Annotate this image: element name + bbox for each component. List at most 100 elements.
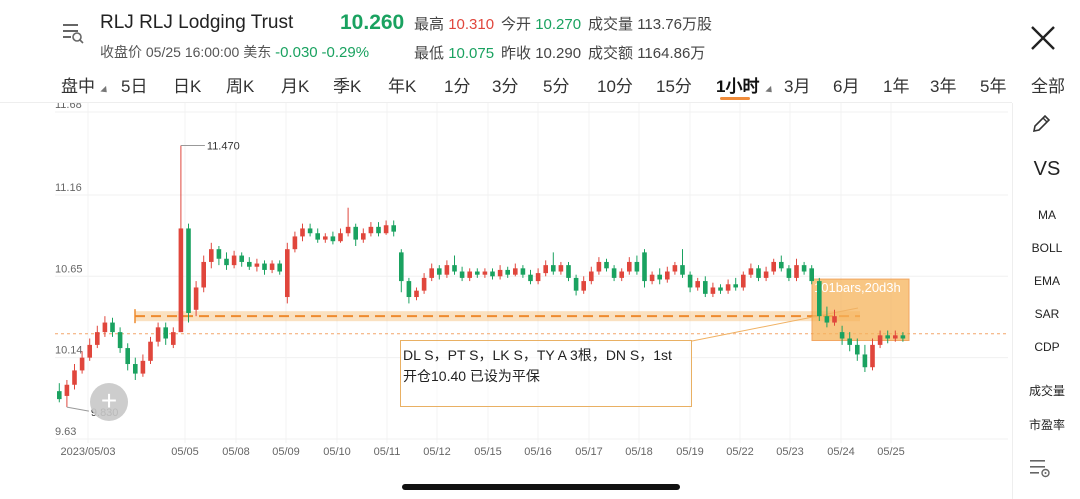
- tab-16[interactable]: 3年: [930, 77, 957, 96]
- symbol-name: RLJ RLJ Lodging Trust: [100, 12, 294, 33]
- candle-body-27: [262, 263, 267, 270]
- candle-body-76: [634, 261, 640, 272]
- tab-6[interactable]: 年K: [388, 77, 417, 96]
- candle-body-87: [718, 287, 723, 291]
- x-tick-label-11: 05/19: [676, 446, 704, 458]
- indicator-ema[interactable]: EMA: [1033, 274, 1060, 288]
- stock-list-icon[interactable]: [62, 22, 84, 44]
- candle-body-68: [573, 277, 579, 291]
- candle-body-86: [710, 287, 716, 294]
- tab-18[interactable]: 全部: [1031, 77, 1065, 96]
- candle-body-35: [323, 236, 328, 240]
- compare-vs-button[interactable]: VS: [1033, 158, 1061, 180]
- candle-body-92: [756, 268, 761, 278]
- tab-7[interactable]: 1分: [444, 77, 471, 96]
- candle-body-0: [57, 391, 62, 400]
- volume-indicator[interactable]: 成交量: [1028, 384, 1065, 398]
- list-settings-icon[interactable]: [1029, 458, 1051, 478]
- candle-body-98: [801, 265, 807, 272]
- add-drawing-button[interactable]: +: [90, 383, 128, 421]
- x-tick-label-2: 05/08: [222, 446, 250, 458]
- indicator-sar[interactable]: SAR: [1034, 307, 1060, 321]
- candle-body-104: [847, 338, 852, 345]
- candle-body-55: [475, 271, 480, 275]
- tab-14[interactable]: 6月: [833, 77, 860, 96]
- candle-body-103: [839, 332, 845, 339]
- pencil-icon[interactable]: [1031, 114, 1051, 134]
- candle-body-94: [771, 261, 776, 272]
- candle-body-25: [247, 261, 252, 267]
- candle-body-6: [102, 322, 108, 333]
- x-tick-label-3: 05/09: [272, 446, 300, 458]
- candle-body-58: [497, 269, 503, 277]
- tab-0[interactable]: 盘中: [61, 77, 95, 96]
- candle-body-39: [353, 226, 358, 240]
- close-icon[interactable]: [1030, 25, 1056, 51]
- last-price: 10.260: [340, 11, 405, 34]
- tab-12[interactable]: 1小时: [716, 77, 760, 96]
- candle-body-65: [551, 265, 556, 272]
- candle-body-101: [824, 316, 830, 323]
- amount-quote: 成交额 1164.86万: [588, 45, 706, 62]
- candle-body-75: [627, 261, 632, 272]
- x-tick-label-1: 05/05: [171, 446, 199, 458]
- candle-body-79: [657, 274, 662, 280]
- candle-body-90: [741, 274, 746, 288]
- tab-3[interactable]: 周K: [226, 77, 255, 96]
- pe-indicator[interactable]: 市盈率: [1028, 418, 1065, 432]
- candle-body-95: [779, 261, 784, 269]
- candle-body-81: [672, 265, 678, 272]
- y-tick-label-2: 10.65: [55, 263, 83, 275]
- tab-5[interactable]: 季K: [333, 77, 362, 96]
- x-tick-label-5: 05/11: [374, 446, 401, 458]
- tab-2[interactable]: 日K: [173, 77, 202, 96]
- candle-body-21: [216, 249, 222, 259]
- candle-body-105: [855, 344, 860, 355]
- candle-body-106: [862, 354, 868, 368]
- indicator-cdp[interactable]: CDP: [1034, 340, 1060, 354]
- candle-body-4: [87, 344, 92, 358]
- candle-body-51: [444, 265, 450, 275]
- tab-9[interactable]: 5分: [543, 77, 570, 96]
- candle-body-38: [345, 226, 351, 234]
- tab-1[interactable]: 5日: [121, 77, 148, 96]
- candle-body-29: [277, 263, 282, 272]
- tab-17[interactable]: 5年: [980, 77, 1007, 96]
- tab-13[interactable]: 3月: [784, 77, 811, 96]
- candle-body-36: [330, 236, 336, 242]
- candle-body-109: [885, 335, 890, 339]
- tab-8[interactable]: 3分: [492, 77, 519, 96]
- x-tick-label-15: 05/25: [877, 446, 905, 458]
- candle-body-7: [110, 322, 115, 333]
- candle-body-42: [376, 226, 381, 234]
- candle-body-88: [725, 284, 731, 291]
- candle-body-96: [786, 268, 792, 278]
- candlestick-chart[interactable]: 11.68 11.16 10.65 10.14 9.63 2023/05/03 05/05 0…: [0, 103, 1010, 463]
- strategy-note[interactable]: DL S，PT S，LK S，TY A 3根，DN S，1st 开仓10.40 …: [400, 340, 692, 407]
- candle-body-107: [870, 344, 875, 368]
- candle-body-111: [900, 335, 906, 339]
- tab-10[interactable]: 10分: [597, 77, 633, 96]
- indicator-ma[interactable]: MA: [1038, 208, 1056, 222]
- y-tick-label-4: 9.63: [55, 426, 76, 438]
- tab-11[interactable]: 15分: [656, 77, 692, 96]
- candle-body-41: [368, 226, 374, 234]
- candle-body-22: [224, 258, 229, 266]
- candle-body-32: [300, 228, 305, 237]
- candle-body-43: [383, 225, 389, 234]
- tab-15[interactable]: 1年: [883, 77, 910, 96]
- candle-body-11: [140, 360, 146, 374]
- tab-4[interactable]: 月K: [281, 77, 310, 96]
- candle-body-20: [209, 249, 214, 262]
- candle-body-10: [133, 364, 138, 374]
- candle-body-48: [421, 277, 427, 291]
- candle-body-74: [619, 271, 624, 278]
- indicator-boll[interactable]: BOLL: [1031, 241, 1063, 255]
- candle-body-83: [687, 274, 693, 288]
- min-leader: [66, 406, 89, 412]
- candle-body-62: [528, 274, 533, 282]
- note-line-1: DL S，PT S，LK S，TY A 3根，DN S，1st: [403, 347, 672, 363]
- candle-body-49: [429, 268, 434, 278]
- candle-body-23: [231, 255, 237, 266]
- note-connector: [691, 307, 859, 342]
